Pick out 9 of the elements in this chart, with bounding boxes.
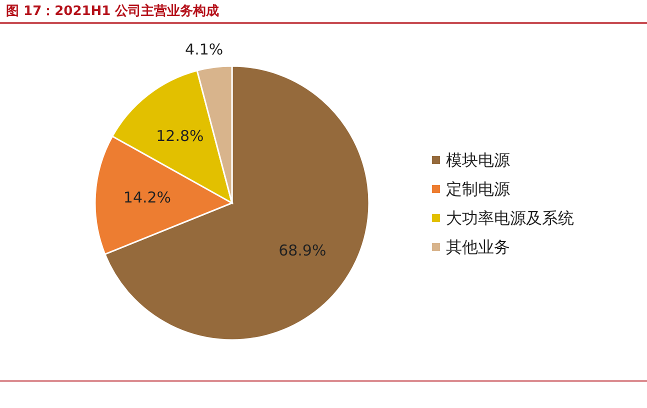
chart-title: 图 17：2021H1 公司主营业务构成 <box>6 3 220 19</box>
legend-label: 其他业务 <box>446 238 510 256</box>
data-label: 68.9% <box>278 242 326 260</box>
data-label: 4.1% <box>185 40 224 58</box>
legend-label: 大功率电源及系统 <box>446 208 574 228</box>
legend-label: 定制电源 <box>446 180 510 198</box>
legend-label: 模块电源 <box>446 150 510 170</box>
data-label: 14.2% <box>123 188 172 207</box>
data-label: 12.8% <box>156 126 204 145</box>
